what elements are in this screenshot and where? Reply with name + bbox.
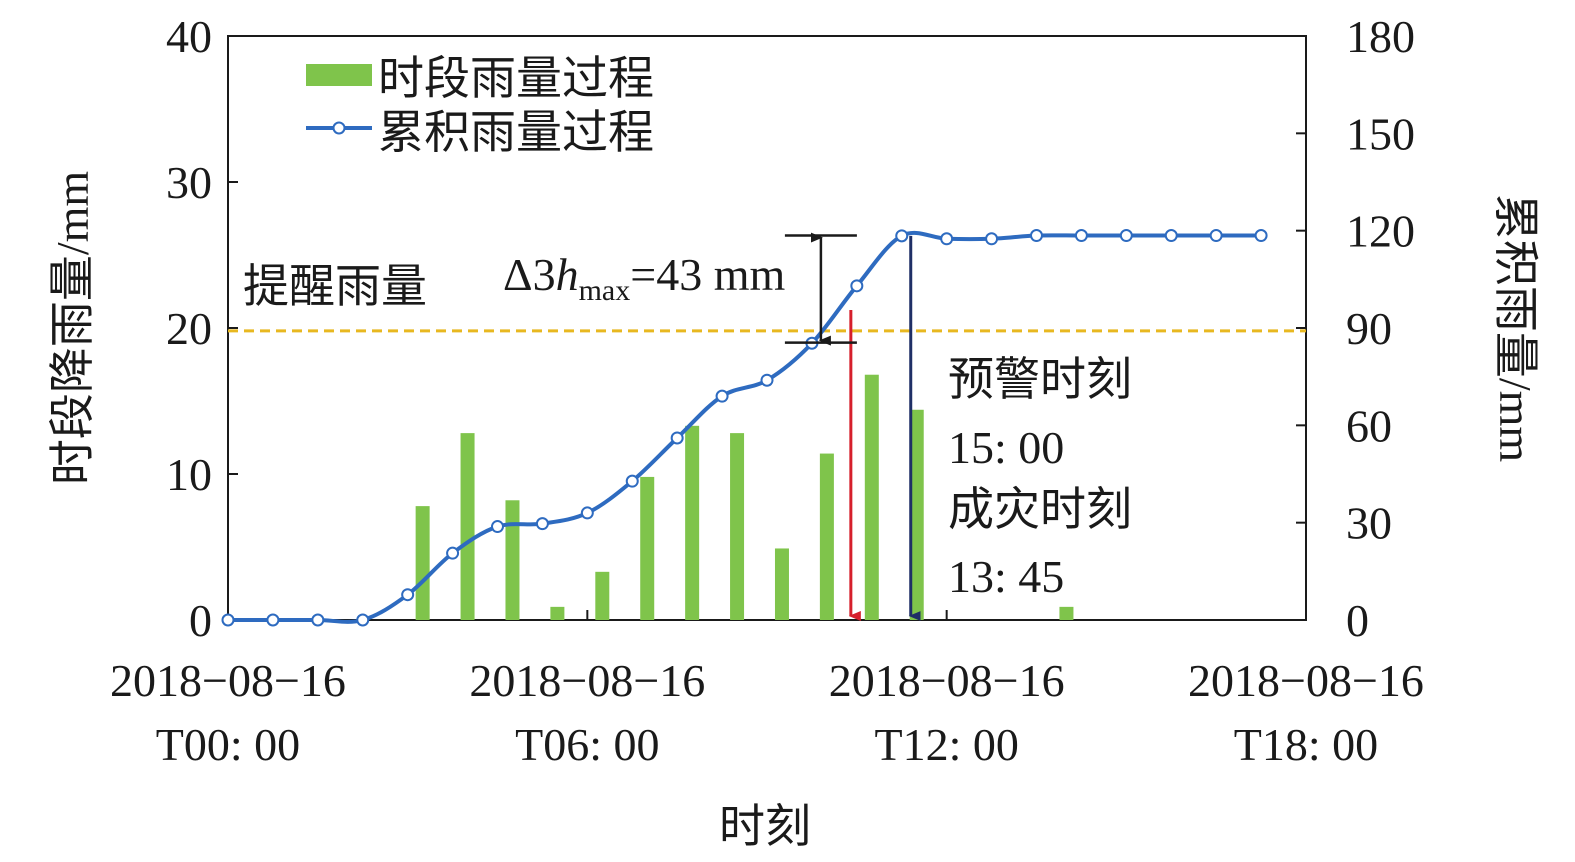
right-axis-title: 累积雨量/mm (1490, 194, 1541, 463)
rain-bar (415, 506, 430, 620)
cumulative-point (760, 373, 774, 387)
x-tick-time-label: T12: 00 (874, 719, 1018, 770)
rain-bar (550, 606, 565, 620)
disaster-time-value: 13: 45 (948, 551, 1064, 602)
cumulative-point (580, 506, 594, 520)
cumulative-point (535, 517, 549, 531)
cumulative-point (446, 546, 460, 560)
cumulative-point (1074, 229, 1088, 243)
left-tick-label: 0 (189, 595, 212, 646)
cumulative-point (491, 520, 504, 534)
rain-bar (864, 374, 879, 620)
rain-bar (819, 453, 834, 620)
cumulative-point (715, 389, 729, 403)
x-tick-time-label: T06: 00 (515, 719, 659, 770)
rain-bar (774, 548, 789, 620)
cumulative-point (850, 279, 864, 293)
x-tick-time-label: T18: 00 (1234, 719, 1378, 770)
cumulative-point (670, 431, 684, 445)
reference-line-label: 提醒雨量 (243, 261, 427, 312)
rain-bar (685, 425, 700, 620)
x-tick-date-label: 2018−08−16 (110, 655, 346, 706)
delta-label: Δ3hmax=43 mm (503, 249, 785, 307)
x-tick-date-label: 2018−08−16 (1188, 655, 1424, 706)
right-tick-label: 180 (1346, 11, 1415, 62)
x-tick-time-label: T00: 00 (156, 719, 300, 770)
cumulative-point (895, 229, 909, 243)
left-tick-label: 40 (166, 11, 212, 62)
right-tick-label: 0 (1346, 595, 1369, 646)
cumulative-point (401, 588, 415, 602)
right-tick-label: 150 (1346, 108, 1415, 159)
cumulative-point (356, 613, 370, 627)
rain-bar (460, 433, 475, 620)
legend-line-label: 累积雨量过程 (378, 107, 654, 158)
warning-time-label: 预警时刻 (948, 354, 1132, 405)
x-axis-title: 时刻 (719, 801, 811, 852)
cumulative-point (221, 613, 235, 627)
cumulative-point (311, 613, 325, 627)
cumulative-point (1030, 229, 1043, 243)
cumulative-point (985, 232, 999, 246)
rain-bar (1059, 606, 1074, 620)
right-tick-label: 60 (1346, 400, 1392, 451)
rain-bar (505, 500, 520, 620)
legend-bar-swatch (306, 64, 372, 86)
cumulative-point (1164, 229, 1178, 243)
left-tick-label: 10 (166, 449, 212, 500)
cumulative-point (1254, 229, 1268, 243)
left-tick-label: 30 (166, 157, 212, 208)
x-tick-date-label: 2018−08−16 (469, 655, 705, 706)
right-tick-label: 30 (1346, 498, 1392, 549)
left-axis-title: 时段降雨量/mm (47, 171, 98, 486)
warning-time-value: 15: 00 (948, 422, 1064, 473)
left-tick-label: 20 (166, 303, 212, 354)
cumulative-point (625, 474, 639, 488)
rain-bar (730, 433, 745, 620)
legend-bar-label: 时段雨量过程 (378, 53, 654, 104)
cumulative-point (1119, 229, 1133, 243)
cumulative-point (940, 232, 954, 246)
right-tick-label: 120 (1346, 206, 1415, 257)
cumulative-point (266, 613, 280, 627)
cumulative-point (1209, 229, 1223, 243)
rain-bar (640, 476, 655, 620)
legend-line-marker (332, 121, 346, 135)
rain-bar (909, 409, 924, 620)
disaster-time-label: 成灾时刻 (948, 484, 1132, 535)
right-tick-label: 90 (1346, 303, 1392, 354)
rain-bar (595, 571, 610, 620)
x-tick-date-label: 2018−08−16 (829, 655, 1065, 706)
